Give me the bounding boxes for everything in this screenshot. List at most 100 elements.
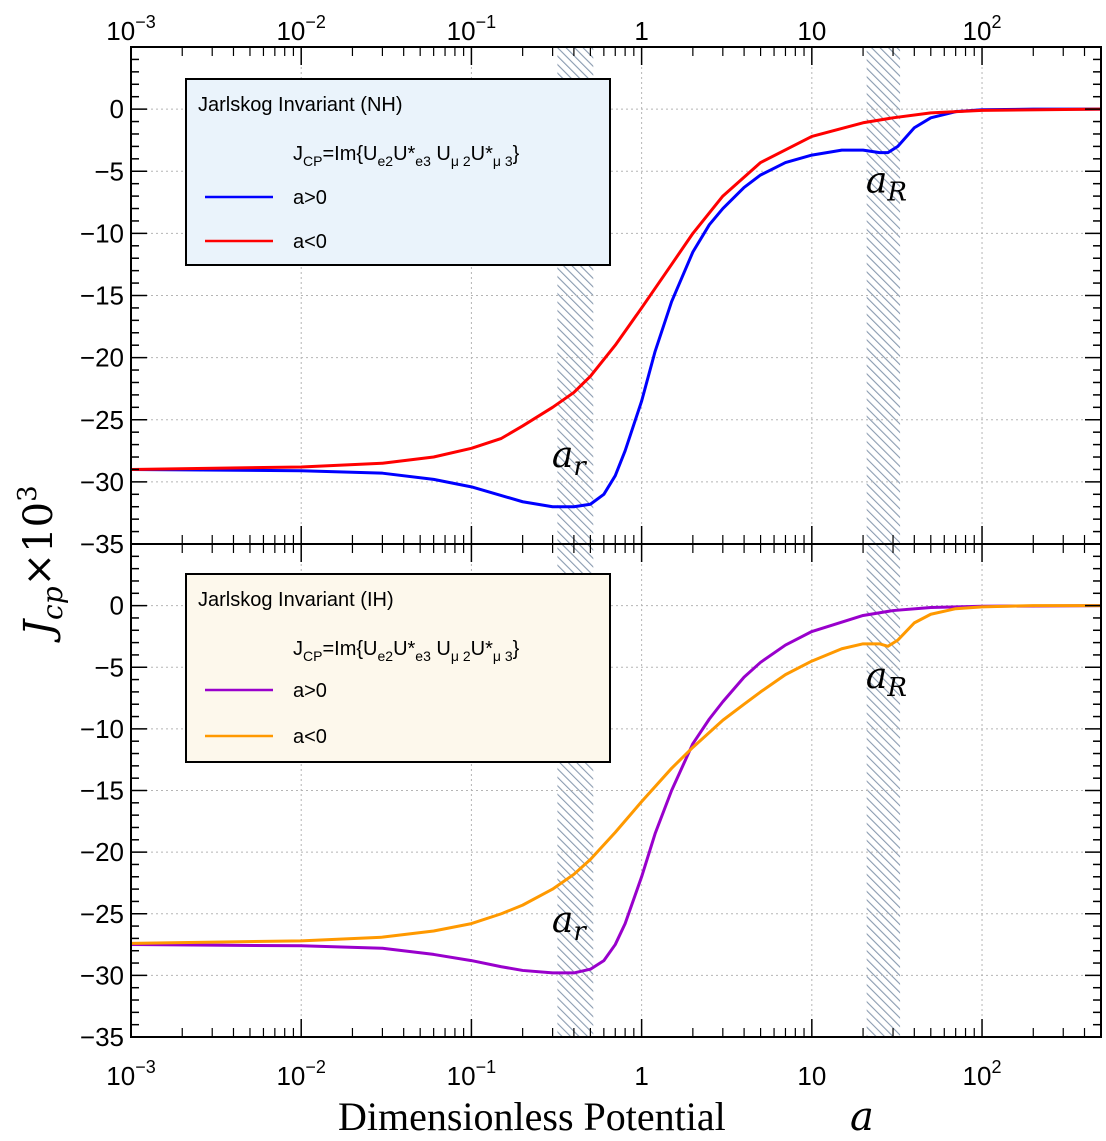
x-tick-base: 10: [276, 1061, 305, 1091]
annotation-main: a: [552, 435, 573, 476]
y-tick-label-nh: −20: [80, 343, 124, 373]
formula-t2: U: [431, 143, 451, 165]
formula-t2: U: [431, 638, 451, 660]
curve-layer: [131, 107, 1101, 975]
formula-eq: =Im{U: [322, 638, 377, 660]
y-tick-label-ih: −25: [80, 899, 124, 929]
x-tick-label: 10−3: [106, 1057, 155, 1091]
y-tick-label-nh: −35: [80, 529, 124, 559]
formula-j-sub: CP: [303, 153, 322, 169]
legend-ih-title: Jarlskog Invariant (IH): [198, 589, 394, 611]
x-axis-title: Dimensionless Potential: [338, 1094, 726, 1139]
x-tick-base: 1: [634, 16, 648, 46]
x-tick-label: 10−3: [106, 12, 155, 46]
x-tick-exponent: 2: [991, 12, 1001, 32]
x-tick-label: 10: [797, 16, 826, 46]
x-tick-base: 10: [276, 16, 305, 46]
legend-nh: Jarlskog Invariant (NH) JCP=Im{Ue2U*e3 U…: [185, 78, 611, 266]
formula-s1: e2: [377, 648, 393, 664]
y-tick-label-nh: −15: [80, 281, 124, 311]
series-nh-negative: [131, 107, 1101, 471]
x-tick-label: 1: [634, 1061, 648, 1091]
formula-s4: μ 3: [493, 153, 513, 169]
annotation-main: a: [866, 656, 887, 697]
annotation-a-R-ih: aR: [866, 656, 907, 703]
y-tick-label-ih: −30: [80, 960, 124, 990]
x-tick-label: 10−1: [447, 12, 496, 46]
formula-j-sub: CP: [303, 648, 322, 664]
annotation-a-r-ih: ar: [552, 900, 587, 947]
x-tick-label: 102: [963, 12, 1002, 46]
y-tick-label-ih: 0: [110, 591, 124, 621]
x-axis-variable: a: [850, 1094, 874, 1140]
x-tick-base: 10: [447, 16, 476, 46]
x-tick-exponent: −3: [135, 1057, 156, 1077]
legend-nh-formula: JCP=Im{Ue2U*e3 Uμ 2U*μ 3}: [293, 143, 520, 169]
formula-s2: e3: [415, 153, 431, 169]
y-tick-label-nh: 0: [110, 94, 124, 124]
formula-s2: e3: [415, 648, 431, 664]
annotation-sub: r: [573, 452, 587, 482]
x-tick-exponent: 2: [991, 1057, 1001, 1077]
series-ih-negative: [131, 604, 1101, 945]
x-tick-base: 10: [797, 16, 826, 46]
legend-nh-title: Jarlskog Invariant (NH): [198, 94, 403, 116]
legend-ih-formula: JCP=Im{Ue2U*e3 Uμ 2U*μ 3}: [293, 638, 520, 664]
x-tick-label: 102: [963, 1057, 1002, 1091]
legend-ih: Jarlskog Invariant (IH) JCP=Im{Ue2U*e3 U…: [185, 573, 611, 763]
y-title-exp: 3: [13, 485, 43, 502]
tick-layer: 0 −5 −10 −15 −20 −25 −30 −35 0 −5 −10 −15 −20 −25 −30 −…: [80, 12, 1102, 1091]
annotation-main: a: [552, 900, 573, 941]
annotation-a-R-nh: aR: [866, 160, 907, 207]
formula-s3: μ 2: [451, 648, 471, 664]
series-ih-positive: [131, 604, 1101, 975]
x-tick-base: 1: [634, 1061, 648, 1091]
formula-j: J: [293, 638, 303, 660]
formula-t3: U*: [471, 638, 493, 660]
formula-close: }: [513, 638, 520, 660]
legend-ih-label-pos: a>0: [293, 680, 327, 702]
x-tick-exponent: −2: [305, 1057, 326, 1077]
formula-t1: U*: [393, 638, 415, 660]
formula-s3: μ 2: [451, 153, 471, 169]
annotation-sub: R: [886, 177, 907, 207]
formula-t3: U*: [471, 143, 493, 165]
x-tick-exponent: −2: [305, 12, 326, 32]
x-tick-label: 10: [797, 1061, 826, 1091]
x-tick-exponent: −1: [476, 1057, 497, 1077]
y-tick-label-ih: −15: [80, 776, 124, 806]
y-axis-title: Jcp×103: [13, 485, 69, 643]
formula-eq: =Im{U: [322, 143, 377, 165]
formula-j: J: [293, 143, 303, 165]
y-tick-label-ih: −5: [94, 652, 124, 682]
y-tick-label-ih: −20: [80, 837, 124, 867]
annotation-sub: r: [573, 917, 587, 947]
x-tick-base: 10: [963, 16, 992, 46]
x-tick-label: 10−2: [276, 1057, 325, 1091]
annotation-sub: R: [886, 673, 907, 703]
x-tick-base: 10: [106, 1061, 135, 1091]
y-tick-label-nh: −5: [94, 156, 124, 186]
y-title-sub: cp: [36, 586, 69, 620]
y-title-times: ×10: [16, 502, 62, 586]
y-title-j: J: [16, 618, 62, 643]
x-tick-base: 10: [106, 16, 135, 46]
legend-ih-box: [185, 573, 611, 763]
x-tick-label: 1: [634, 16, 648, 46]
legend-nh-box: [185, 78, 611, 266]
formula-close: }: [513, 143, 520, 165]
legend-nh-label-neg: a<0: [293, 231, 327, 253]
x-tick-base: 10: [447, 1061, 476, 1091]
series-nh-positive: [131, 107, 1101, 509]
formula-s4: μ 3: [493, 648, 513, 664]
x-tick-exponent: −3: [135, 12, 156, 32]
x-tick-label: 10−2: [276, 12, 325, 46]
y-tick-label-ih: −35: [80, 1022, 124, 1052]
y-tick-label-nh: −25: [80, 405, 124, 435]
y-tick-label-ih: −10: [80, 714, 124, 744]
annotation-a-r-nh: ar: [552, 435, 587, 482]
legend-ih-label-neg: a<0: [293, 726, 327, 748]
y-tick-label-nh: −10: [80, 218, 124, 248]
